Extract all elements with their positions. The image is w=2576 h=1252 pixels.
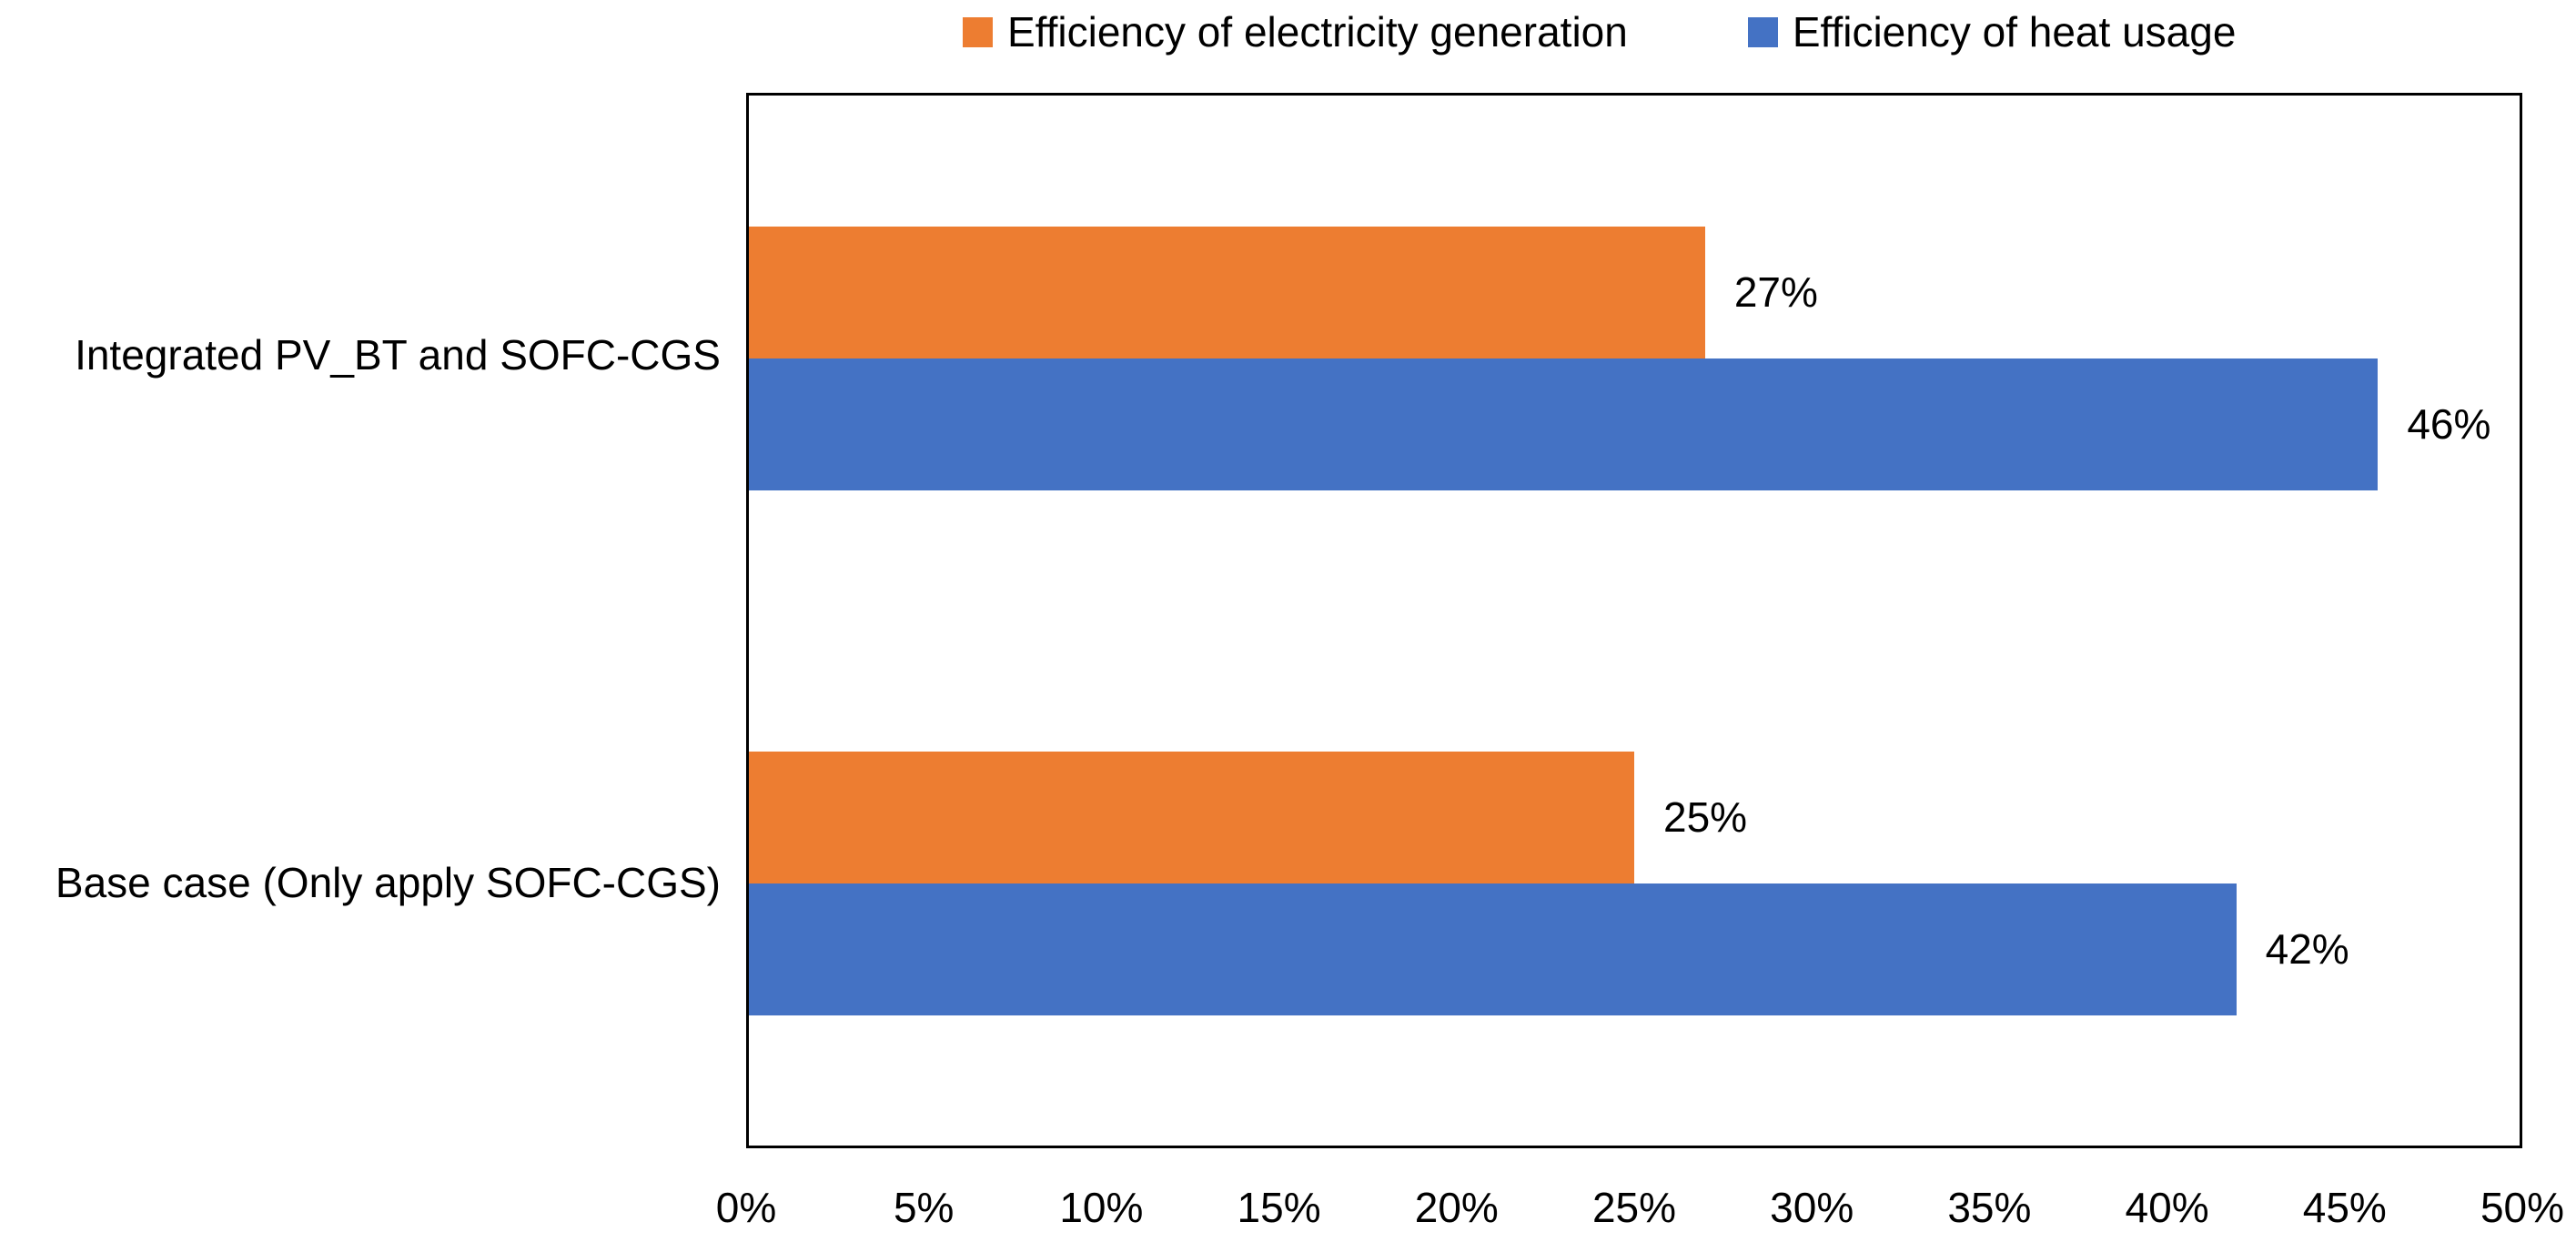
x-axis-tick-label: 0% — [715, 1184, 777, 1231]
category-label-integrated: Integrated PV_BT and SOFC-CGS — [75, 331, 721, 379]
legend-swatch-electricity-icon — [963, 16, 993, 47]
bar-heat-integrated — [749, 358, 2379, 490]
x-axis-tick-label: 20% — [1414, 1184, 1499, 1231]
category-group-base-case: 25% 42% — [749, 621, 2520, 1146]
x-axis-tick-label: 15% — [1237, 1184, 1321, 1231]
bar-value-label: 42% — [2265, 925, 2349, 973]
x-axis-tick-label: 50% — [2480, 1184, 2565, 1231]
x-axis-tick-label: 25% — [1591, 1184, 1677, 1231]
legend-item-heat: Efficiency of heat usage — [1747, 8, 2237, 56]
category-group-integrated: 27% 46% — [749, 96, 2520, 621]
bar-electricity-base — [749, 751, 1634, 883]
x-axis-tick-label: 35% — [1947, 1184, 2032, 1231]
x-axis-tick-label: 45% — [2302, 1184, 2387, 1231]
bar-row-heat-base: 42% — [749, 883, 2520, 1015]
x-axis-tick-label: 10% — [1059, 1184, 1144, 1231]
x-axis-tick-label: 40% — [2125, 1184, 2209, 1231]
legend: Efficiency of electricity generation Eff… — [963, 9, 2236, 56]
x-axis-tick-label: 5% — [893, 1184, 955, 1231]
bar-row-heat-integrated: 46% — [749, 358, 2520, 490]
category-label-base-case: Base case (Only apply SOFC-CGS) — [55, 859, 721, 906]
plot-area: 27% 46% 25% 42% — [746, 93, 2522, 1148]
legend-label-electricity: Efficiency of electricity generation — [1007, 8, 1628, 56]
bar-row-electricity-base: 25% — [749, 751, 2520, 883]
bar-value-label: 25% — [1663, 793, 1748, 841]
bar-value-label: 27% — [1733, 268, 1818, 316]
bar-electricity-integrated — [749, 226, 1705, 358]
x-axis: 0% 5% 10% 15% 20% 25% 30% 35% 40% 45% 50% — [716, 1183, 2564, 1237]
bar-heat-base — [749, 883, 2237, 1015]
legend-swatch-heat-icon — [1747, 16, 1778, 47]
x-axis-tick-label: 30% — [1770, 1184, 1854, 1231]
bar-row-electricity-integrated: 27% — [749, 226, 2520, 358]
legend-item-electricity: Efficiency of electricity generation — [963, 9, 1628, 56]
bar-value-label: 46% — [2407, 400, 2491, 448]
legend-label-heat: Efficiency of heat usage — [1792, 8, 2237, 56]
